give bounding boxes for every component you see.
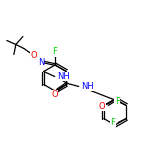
Text: F: F: [110, 118, 115, 127]
Text: F: F: [115, 97, 120, 106]
Text: NH: NH: [81, 82, 93, 91]
Text: O: O: [99, 102, 105, 111]
Text: F: F: [52, 48, 57, 57]
Text: NH: NH: [57, 72, 69, 81]
Text: O: O: [31, 51, 37, 60]
Text: N: N: [38, 58, 44, 67]
Text: O: O: [51, 90, 58, 99]
